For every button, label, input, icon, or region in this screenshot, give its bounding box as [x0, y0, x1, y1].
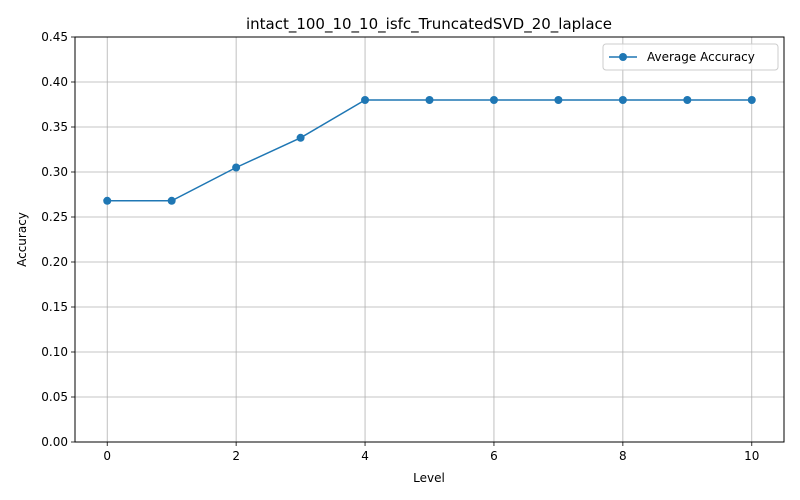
y-axis-label: Accuracy [15, 212, 29, 267]
data-point [232, 163, 241, 172]
grid-lines [75, 36, 784, 443]
data-point [296, 133, 305, 142]
y-tick-label: 0.45 [41, 30, 68, 44]
y-tick-label: 0.35 [41, 120, 68, 134]
y-tick-label: 0.10 [41, 345, 68, 359]
legend-label: Average Accuracy [647, 50, 755, 64]
y-tick-label: 0.00 [41, 435, 68, 449]
series-layer [103, 96, 756, 205]
x-tick-label: 6 [490, 449, 498, 463]
legend-point-marker [619, 53, 627, 61]
x-axis-label: Level [413, 471, 445, 485]
x-axis-ticks: 0 2 4 6 8 10 [103, 442, 759, 463]
y-tick-label: 0.25 [41, 210, 68, 224]
plot-frame [74, 36, 785, 443]
y-tick-label: 0.05 [41, 390, 68, 404]
legend: Average Accuracy [602, 43, 779, 71]
data-point [489, 96, 498, 104]
data-point [103, 196, 112, 205]
data-point [618, 96, 627, 104]
y-tick-label: 0.30 [41, 165, 68, 179]
data-point [683, 96, 692, 104]
y-tick-label: 0.40 [41, 75, 68, 89]
y-tick-label: 0.15 [41, 300, 68, 314]
data-point [361, 96, 370, 104]
x-tick-label: 0 [103, 449, 111, 463]
data-point [425, 96, 434, 104]
data-point [554, 96, 563, 104]
data-point [747, 96, 756, 104]
y-tick-label: 0.20 [41, 255, 68, 269]
series-line [107, 99, 752, 202]
legend-box [602, 43, 779, 71]
x-tick-label: 10 [744, 449, 759, 463]
x-tick-label: 2 [232, 449, 240, 463]
x-tick-label: 8 [619, 449, 627, 463]
data-point [167, 196, 176, 205]
chart-title: intact_100_10_10_isfc_TruncatedSVD_20_la… [246, 15, 612, 34]
x-tick-label: 4 [361, 449, 369, 463]
y-axis-ticks: 0.00 0.05 0.10 0.15 0.20 0.25 0.30 0.35 0.40 0.45 [41, 30, 75, 449]
